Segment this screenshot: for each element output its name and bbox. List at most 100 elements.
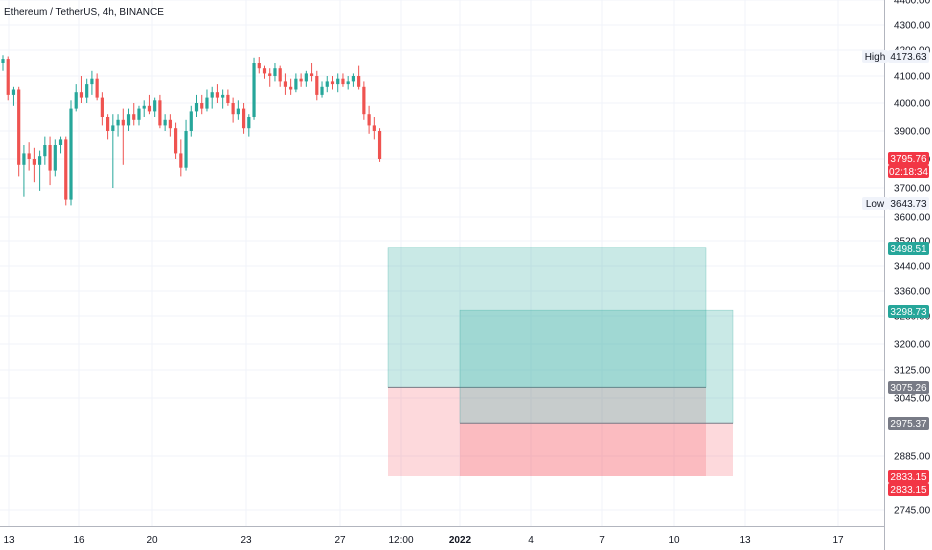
candle-body — [38, 156, 42, 165]
candle-body — [205, 97, 209, 109]
candle-body — [79, 92, 84, 98]
price-tick-label: 4000.00 — [894, 99, 931, 110]
candle — [64, 136, 68, 206]
candle — [121, 108, 125, 165]
badge-text: Low — [866, 199, 885, 210]
badge-bg — [888, 417, 929, 430]
candle — [247, 114, 251, 137]
candle — [95, 73, 99, 101]
candle-body — [43, 145, 47, 157]
candle-body — [85, 84, 89, 98]
candle — [85, 78, 89, 103]
candle — [257, 57, 261, 74]
badge-bg — [888, 470, 929, 483]
price-tick-label: 4300.00 — [894, 21, 931, 32]
candle — [200, 94, 204, 115]
candle-body — [111, 125, 115, 131]
price-tick-label: 3125.00 — [894, 366, 931, 377]
candle-body — [289, 86, 293, 90]
price-tick-label: 3440.00 — [894, 262, 931, 273]
chart-title: Ethereum / TetherUS, 4h, BINANCE — [4, 7, 164, 18]
badge-bg — [888, 483, 929, 496]
time-tick-label: 13 — [739, 535, 751, 546]
candle — [147, 94, 152, 115]
candle-body — [346, 81, 350, 85]
candle-body — [304, 73, 308, 82]
time-axis[interactable]: 13 16 20 23 27 12:00 2022 4 7 10 13 17 — [0, 526, 884, 550]
candle — [142, 100, 146, 117]
position-1[interactable] — [387, 247, 707, 476]
candle — [330, 76, 335, 90]
candle — [367, 105, 371, 134]
time-tick-label: 12:00 — [388, 535, 413, 546]
candle — [205, 89, 209, 112]
entry-2-badge: 2975.37 — [888, 417, 929, 430]
badge-bg — [888, 152, 929, 165]
candle-body — [215, 92, 220, 98]
candle — [210, 86, 214, 109]
candle — [262, 65, 267, 79]
candle — [241, 103, 246, 134]
candle — [357, 65, 361, 90]
candle-body — [173, 128, 178, 154]
candle — [221, 89, 225, 109]
candle-body — [22, 153, 26, 165]
price-tick-label: 3900.00 — [894, 127, 931, 138]
candle — [126, 108, 131, 131]
candle — [32, 147, 36, 183]
time-tick-label: 2022 — [449, 535, 472, 546]
candle — [158, 94, 162, 129]
stop-zone[interactable] — [460, 423, 733, 476]
candle — [137, 105, 141, 126]
stop-zone[interactable] — [388, 387, 706, 476]
candle — [320, 81, 324, 98]
badge-bg — [888, 242, 929, 255]
candle-body — [53, 145, 57, 171]
candle-body — [241, 108, 246, 129]
candle — [38, 150, 42, 191]
badge-bg — [888, 197, 929, 210]
candle — [1, 55, 5, 71]
candle — [173, 122, 178, 159]
candle — [226, 89, 230, 106]
badge-bg — [862, 50, 888, 63]
countdown-badge: 02:18:34 — [888, 165, 929, 178]
candle-body — [294, 78, 298, 90]
position-2[interactable] — [459, 309, 734, 476]
candle-body — [142, 105, 146, 109]
candle — [27, 142, 31, 171]
price-tick-label: 4100.00 — [894, 72, 931, 83]
target-zone[interactable] — [459, 309, 734, 424]
candle-body — [116, 119, 120, 126]
candle — [106, 114, 110, 140]
candle-body — [362, 86, 366, 115]
candle — [336, 73, 340, 93]
candle — [58, 136, 63, 154]
time-tick-label: 4 — [528, 535, 534, 546]
time-tick-label: 27 — [334, 535, 346, 546]
candle-body — [158, 100, 162, 126]
target-1-badge: 3498.51 — [888, 242, 929, 255]
candle-body — [32, 159, 36, 165]
candle-body — [17, 89, 21, 165]
candle — [236, 100, 240, 120]
badge-bg — [888, 50, 929, 63]
candle — [309, 63, 314, 82]
candle-body — [184, 131, 188, 168]
target-zone[interactable] — [387, 247, 707, 388]
candle-body — [299, 78, 303, 82]
candle — [194, 94, 199, 117]
candle-body — [278, 68, 282, 82]
current-price-badge: 3795.76 — [888, 152, 929, 165]
badge-text: 3075.26 — [890, 383, 927, 394]
position-zones[interactable] — [387, 247, 734, 476]
candle — [189, 105, 193, 137]
low-value-badge: 3643.73 — [888, 197, 929, 210]
candle — [22, 145, 26, 197]
candle-body — [268, 73, 272, 76]
price-axis[interactable]: 4400.004300.004200.004100.004000.003900.… — [884, 0, 932, 550]
candle-body — [1, 59, 5, 63]
candle-body — [6, 59, 10, 95]
candle — [294, 73, 298, 93]
